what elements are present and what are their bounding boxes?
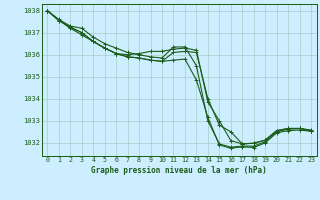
X-axis label: Graphe pression niveau de la mer (hPa): Graphe pression niveau de la mer (hPa) [91, 166, 267, 175]
